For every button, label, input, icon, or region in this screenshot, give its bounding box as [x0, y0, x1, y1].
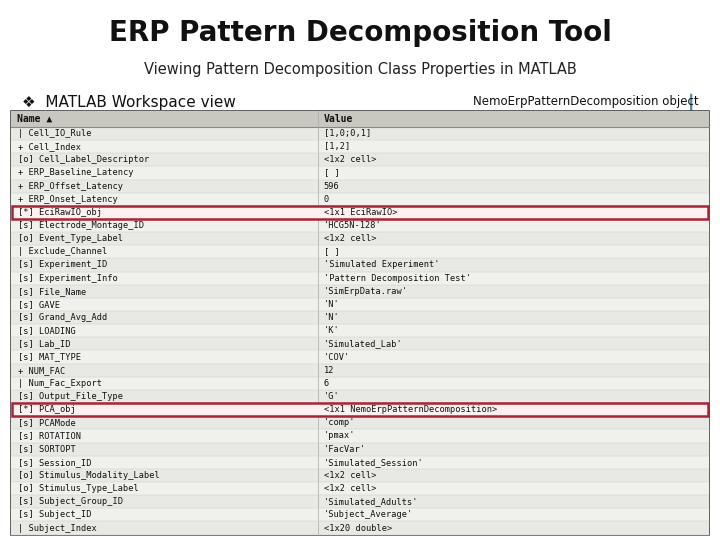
- Text: [o] Cell_Label_Descriptor: [o] Cell_Label_Descriptor: [18, 156, 149, 164]
- Text: [s] Experiment_ID: [s] Experiment_ID: [18, 260, 107, 269]
- Text: 'HCG5N-128': 'HCG5N-128': [324, 221, 382, 230]
- Text: 'Simulated_Lab': 'Simulated_Lab': [324, 340, 402, 348]
- Text: ERP Pattern Decomposition Tool: ERP Pattern Decomposition Tool: [109, 19, 611, 47]
- Text: [1,2]: [1,2]: [324, 142, 350, 151]
- Text: 0: 0: [324, 195, 329, 204]
- Text: [s] ROTATION: [s] ROTATION: [18, 431, 81, 441]
- Text: [s] Grand_Avg_Add: [s] Grand_Avg_Add: [18, 313, 107, 322]
- Text: 6: 6: [324, 379, 329, 388]
- Text: [s] LOADING: [s] LOADING: [18, 326, 76, 335]
- Text: 596: 596: [324, 181, 340, 191]
- Text: 'comp': 'comp': [324, 418, 356, 427]
- Text: NemoErpPatternDecomposition object: NemoErpPatternDecomposition object: [473, 94, 698, 107]
- Text: [s] Experiment_Info: [s] Experiment_Info: [18, 274, 118, 282]
- Text: | Exclude_Channel: | Exclude_Channel: [18, 247, 107, 256]
- Text: [s] MAT_TYPE: [s] MAT_TYPE: [18, 353, 81, 362]
- Text: Value: Value: [324, 114, 354, 124]
- Text: [s] Output_File_Type: [s] Output_File_Type: [18, 392, 123, 401]
- Text: 'N': 'N': [324, 313, 340, 322]
- Text: 'Simulated_Session': 'Simulated_Session': [324, 458, 423, 467]
- Text: Name ▲: Name ▲: [17, 114, 52, 124]
- Text: 'G': 'G': [324, 392, 340, 401]
- Text: 'Pattern Decomposition Test': 'Pattern Decomposition Test': [324, 274, 471, 282]
- Text: [s] Subject_Group_ID: [s] Subject_Group_ID: [18, 497, 123, 506]
- Text: | Cell_IO_Rule: | Cell_IO_Rule: [18, 129, 91, 138]
- Text: Viewing Pattern Decomposition Class Properties in MATLAB: Viewing Pattern Decomposition Class Prop…: [143, 62, 577, 77]
- Text: <1x20 double>: <1x20 double>: [324, 523, 392, 532]
- Text: [s] File_Name: [s] File_Name: [18, 287, 86, 296]
- Text: 12: 12: [324, 366, 334, 375]
- Text: [1,0;0,1]: [1,0;0,1]: [324, 129, 371, 138]
- Text: 'Subject_Average': 'Subject_Average': [324, 510, 413, 519]
- Text: 'Simulated_Adults': 'Simulated_Adults': [324, 497, 418, 506]
- Text: [s] Subject_ID: [s] Subject_ID: [18, 510, 91, 519]
- Text: <1x1 EciRawIO>: <1x1 EciRawIO>: [324, 208, 397, 217]
- Text: | Num_Fac_Export: | Num_Fac_Export: [18, 379, 102, 388]
- Text: [o] Event_Type_Label: [o] Event_Type_Label: [18, 234, 123, 243]
- Text: 'COV': 'COV': [324, 353, 350, 362]
- Text: + ERP_Onset_Latency: + ERP_Onset_Latency: [18, 195, 118, 204]
- Text: [s] PCAMode: [s] PCAMode: [18, 418, 76, 427]
- Text: + ERP_Offset_Latency: + ERP_Offset_Latency: [18, 181, 123, 191]
- Text: ❖  MATLAB Workspace view: ❖ MATLAB Workspace view: [22, 94, 235, 110]
- Text: + ERP_Baseline_Latency: + ERP_Baseline_Latency: [18, 168, 133, 178]
- Text: [*] EciRawIO_obj: [*] EciRawIO_obj: [18, 208, 102, 217]
- Text: <1x1 NemoErpPatternDecomposition>: <1x1 NemoErpPatternDecomposition>: [324, 405, 497, 414]
- Text: [s] Electrode_Montage_ID: [s] Electrode_Montage_ID: [18, 221, 144, 230]
- Text: EgiRawIO object: EgiRawIO object: [327, 145, 534, 211]
- Text: [o] Stimulus_Modality_Label: [o] Stimulus_Modality_Label: [18, 471, 160, 480]
- Text: <1x2 cell>: <1x2 cell>: [324, 234, 377, 243]
- Text: [ ]: [ ]: [324, 247, 340, 256]
- Text: [s] Lab_ID: [s] Lab_ID: [18, 340, 71, 348]
- Text: + Cell_Index: + Cell_Index: [18, 142, 81, 151]
- Text: + NUM_FAC: + NUM_FAC: [18, 366, 66, 375]
- Text: 'N': 'N': [324, 300, 340, 309]
- Text: <1x2 cell>: <1x2 cell>: [324, 156, 377, 164]
- Text: [s] Session_ID: [s] Session_ID: [18, 458, 91, 467]
- Text: 'FacVar': 'FacVar': [324, 444, 366, 454]
- Text: 'Simulated Experiment': 'Simulated Experiment': [324, 260, 439, 269]
- Text: Double click
to open...: Double click to open...: [436, 299, 683, 408]
- Text: 'K': 'K': [324, 326, 340, 335]
- Text: [s] GAVE: [s] GAVE: [18, 300, 60, 309]
- Text: [o] Stimulus_Type_Label: [o] Stimulus_Type_Label: [18, 484, 139, 493]
- Text: <1x2 cell>: <1x2 cell>: [324, 484, 377, 493]
- Text: [ ]: [ ]: [324, 168, 340, 178]
- Text: [*] PCA_obj: [*] PCA_obj: [18, 405, 76, 414]
- Text: 'pmax': 'pmax': [324, 431, 356, 441]
- Text: 'SimErpData.raw': 'SimErpData.raw': [324, 287, 408, 296]
- Text: | Subject_Index: | Subject_Index: [18, 523, 96, 532]
- Text: [s] SORTOPT: [s] SORTOPT: [18, 444, 76, 454]
- Text: <1x2 cell>: <1x2 cell>: [324, 471, 377, 480]
